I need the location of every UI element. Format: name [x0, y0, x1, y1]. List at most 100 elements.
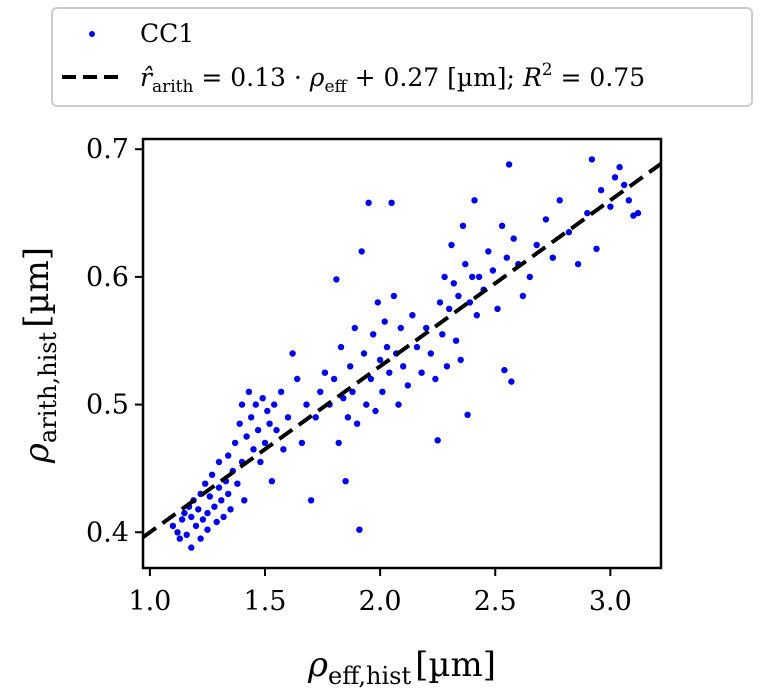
scatter-point: [241, 497, 248, 504]
scatter-point: [379, 388, 386, 395]
scatter-point: [204, 526, 211, 533]
scatter-point: [621, 181, 628, 189]
y-axis-label-base: ρ: [17, 443, 57, 464]
scatter-point: [181, 509, 188, 517]
scatter-point: [215, 458, 223, 466]
scatter-point: [211, 503, 218, 510]
scatter-point: [218, 497, 225, 504]
scatter-point: [365, 199, 372, 206]
scatter-point: [333, 276, 340, 283]
scatter-point: [607, 203, 614, 210]
scatter-point: [448, 241, 455, 249]
scatter-point: [395, 401, 402, 408]
scatter-point: [400, 363, 407, 370]
scatter-point: [597, 186, 605, 194]
scatter-point: [268, 478, 276, 485]
legend-fit-rho: ρ: [309, 63, 325, 92]
scatter-point: [169, 522, 177, 530]
scatter-point: [469, 273, 476, 281]
scatter-point: [485, 248, 492, 255]
scatter-point: [330, 375, 338, 383]
x-axis-label-unit: [µm]: [415, 645, 496, 685]
x-tick-label: 1.0: [128, 586, 171, 617]
scatter-point: [245, 388, 253, 395]
scatter-point: [588, 156, 596, 163]
scatter-point: [404, 382, 411, 389]
scatter-point: [243, 433, 250, 440]
scatter-point: [259, 395, 266, 402]
scatter-point: [178, 516, 186, 523]
scatter-point: [252, 401, 259, 408]
scatter-point: [344, 414, 352, 421]
scatter-point: [383, 343, 391, 351]
scatter-point: [206, 493, 213, 500]
x-axis-ticks: 1.0 1.5 2.0 2.5 3.0: [128, 568, 632, 617]
scatter-point: [335, 439, 342, 447]
scatter-point: [418, 369, 425, 376]
x-tick-label: 1.5: [244, 586, 287, 617]
y-axis-label: ρarith,hist [µm]: [17, 247, 62, 464]
scatter-point: [360, 350, 368, 357]
scatter-point: [307, 497, 315, 504]
y-tick-label: 0.6: [86, 262, 129, 293]
scatter-point: [432, 375, 439, 383]
scatter-point: [356, 526, 363, 533]
scatter-point: [489, 267, 497, 274]
scatter-point: [508, 378, 515, 385]
scatter-point: [261, 439, 269, 447]
scatter-point: [464, 411, 471, 418]
scatter-point: [503, 254, 510, 261]
plot-frame: [141, 137, 663, 570]
scatter-point: [248, 414, 255, 421]
scatter-point: [505, 161, 513, 168]
scatter-point: [195, 506, 202, 513]
scatter-point: [236, 420, 243, 427]
legend-box: [51, 7, 753, 107]
scatter-point: [475, 273, 483, 281]
x-axis-label: ρeff,hist [µm]: [307, 645, 496, 690]
scatter-point: [556, 197, 563, 204]
legend-fit-rhat: r̂: [140, 63, 154, 92]
scatter-point: [358, 248, 365, 255]
scatter-point: [220, 513, 227, 521]
scatter-point: [363, 401, 370, 408]
scatter-point: [215, 484, 223, 491]
scatter-point: [386, 369, 393, 376]
scatter-point: [254, 426, 262, 434]
scatter-point: [466, 299, 474, 306]
scatter-point: [250, 446, 257, 453]
scatter-point: [225, 490, 232, 498]
scatter-point: [342, 478, 349, 485]
fit-line: [143, 162, 661, 539]
scatter-point: [199, 516, 207, 523]
scatter-point: [388, 199, 395, 206]
scatter-point: [526, 273, 533, 281]
scatter-point: [264, 407, 271, 415]
legend-fit-eq1: = 0.13 ·: [193, 63, 309, 92]
scatter-point: [436, 299, 444, 306]
scatter-point: [427, 350, 434, 357]
scatter-point: [616, 163, 623, 171]
fit-line-layer: [143, 162, 661, 539]
scatter-point: [257, 458, 264, 466]
legend-fit-r2: R: [522, 63, 542, 92]
y-axis-label-sub: arith,hist: [34, 331, 62, 443]
legend-fit-r2-sup: 2: [542, 60, 553, 80]
scatter-point: [298, 439, 306, 447]
scatter-point: [213, 518, 220, 526]
scatter-point: [289, 350, 296, 357]
x-axis-label-base: ρ: [307, 645, 328, 685]
scatter-point: [494, 305, 501, 312]
y-axis-label-unit: [µm]: [17, 247, 57, 328]
scatter-point: [446, 305, 453, 312]
scatter-point: [593, 245, 600, 252]
y-axis-ticks: 0.4 0.5 0.6 0.7: [86, 134, 143, 548]
legend-fit-label: r̂arith = 0.13 · ρeff + 0.27 [µm]; R2 = …: [140, 60, 645, 97]
scatter-point: [351, 324, 358, 332]
scatter-point: [227, 506, 234, 513]
scatter-point: [409, 312, 416, 319]
scatter-point: [280, 446, 287, 453]
x-axis-label-sub: eff,hist: [328, 662, 411, 690]
scatter-point: [376, 356, 384, 364]
scatter-point: [284, 414, 292, 421]
